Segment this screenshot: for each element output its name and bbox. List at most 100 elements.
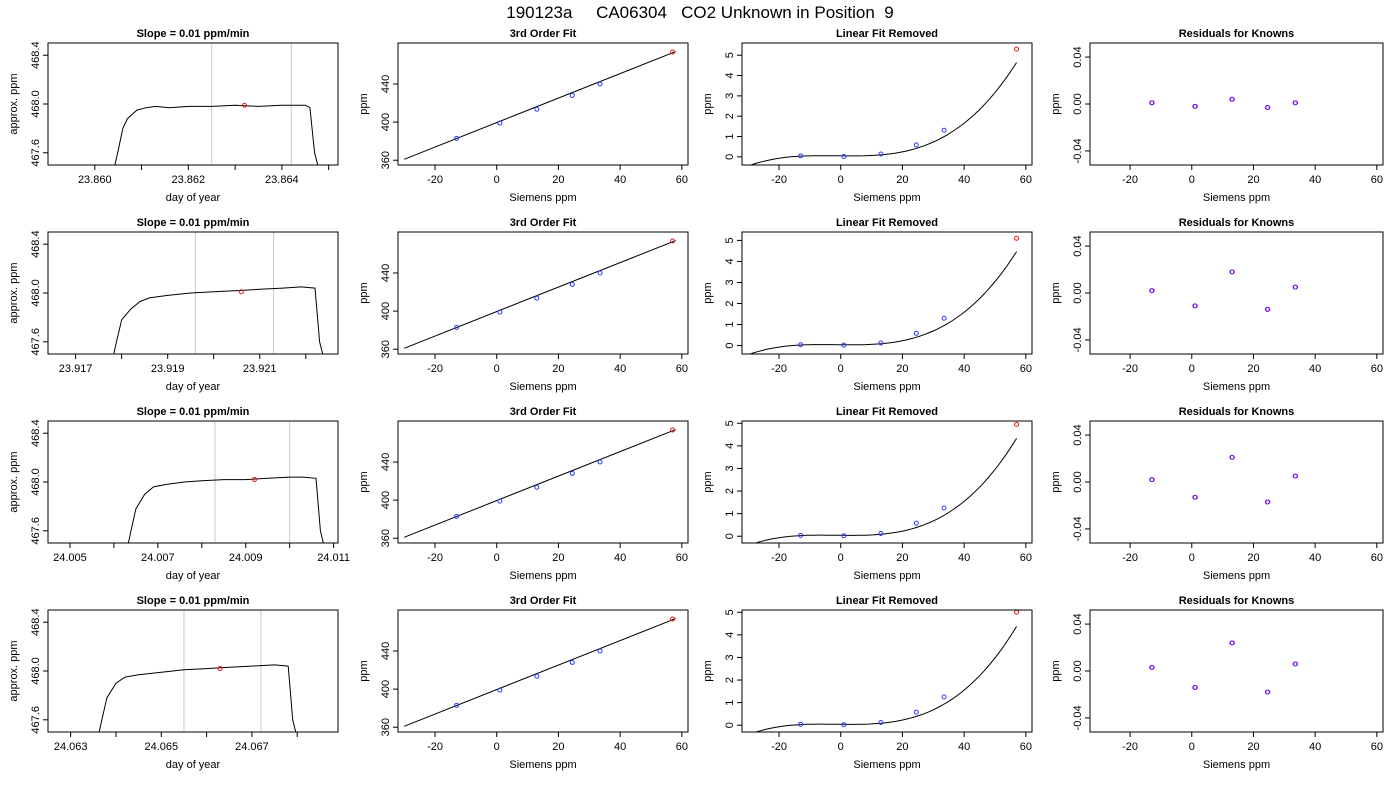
plot-area: Slope = 0.01 ppm/min 23.917 23.919 23.921 46… [8, 217, 339, 393]
chart-title: Slope = 0.01 ppm/min [137, 28, 250, 40]
data-point [597, 270, 603, 276]
y-axis-label: approx. ppm [8, 73, 20, 134]
x-tick-label: 60 [676, 552, 688, 564]
x-tick-label: 40 [1309, 363, 1321, 375]
x-axis-label: Siemens ppm [853, 192, 920, 204]
plot-area: 3rd Order Fit -20 0 20 40 60 360 400 440 Siemens … [358, 406, 689, 582]
data-point [913, 709, 919, 715]
x-tick-label: 40 [1309, 741, 1321, 753]
y-tick-label: 360 [380, 718, 392, 736]
chart-title: 3rd Order Fit [510, 28, 577, 40]
data-point [841, 342, 847, 348]
y-axis-label: ppm [358, 660, 370, 681]
fit-curve [749, 62, 1018, 165]
y-tick-label: 468.0 [30, 90, 42, 118]
plot-frame [741, 231, 1033, 355]
y-tick-label: -0.04 [1072, 327, 1084, 352]
plot-inner [403, 238, 676, 349]
y-tick-label: 4 [724, 72, 736, 78]
chart-svg: Residuals for Knowns -20 0 20 40 60 -0.04 0.00 0… [1050, 595, 1384, 771]
chart-svg: 3rd Order Fit -20 0 20 40 60 360 400 440 Siemens … [358, 217, 689, 393]
chart-svg: 3rd Order Fit -20 0 20 40 60 360 400 440 Siemens … [358, 406, 689, 582]
plot-area: 3rd Order Fit -20 0 20 40 60 360 400 440 Siemens … [358, 595, 689, 771]
y-tick-label: 440 [380, 453, 392, 471]
x-axis-label: day of year [166, 570, 221, 582]
plot-frame [741, 42, 1033, 166]
data-point [798, 153, 804, 159]
chart-svg: 3rd Order Fit -20 0 20 40 60 360 400 440 Siemens … [358, 28, 689, 204]
plot-frame [47, 420, 339, 544]
data-point-overlay [1193, 494, 1198, 500]
x-tick-label: 24.009 [229, 552, 263, 564]
y-tick-label: 440 [380, 75, 392, 93]
plot-inner [403, 616, 676, 727]
data-point-overlay [1193, 685, 1198, 690]
plot-inner [98, 610, 297, 732]
x-tick-label: -20 [1122, 741, 1138, 753]
x-tick-label: 0 [1189, 741, 1195, 753]
x-tick-label: 24.065 [144, 741, 178, 753]
plot-frame [47, 609, 339, 733]
x-axis-label: Siemens ppm [853, 381, 920, 393]
x-tick-label: 40 [958, 174, 970, 186]
plot-frame [1089, 609, 1384, 733]
plot-inner [403, 427, 676, 538]
x-tick-label: 20 [552, 174, 564, 186]
y-tick-label: 468.4 [30, 230, 42, 258]
y-tick-label: 4 [724, 258, 736, 264]
x-tick-label: 20 [1247, 741, 1259, 753]
y-tick-label: 0.04 [1072, 613, 1084, 634]
unknown-point [1014, 46, 1020, 52]
x-tick-label: 20 [552, 741, 564, 753]
y-axis-label: ppm [702, 660, 714, 681]
chart-svg: Residuals for Knowns -20 0 20 40 60 -0.04 0.00 0… [1050, 28, 1384, 204]
x-tick-label: 60 [1020, 174, 1032, 186]
data-point [841, 722, 847, 728]
y-axis-label: approx. ppm [8, 640, 20, 701]
x-tick-label: 20 [896, 552, 908, 564]
plot-frame [47, 42, 339, 166]
fit-line [403, 618, 676, 727]
x-tick-label: 23.864 [265, 174, 299, 186]
y-tick-label: 400 [380, 491, 392, 509]
data-point [841, 153, 847, 159]
y-axis-label: ppm [702, 93, 714, 114]
plot-inner [1149, 269, 1299, 312]
y-tick-label: 0 [724, 154, 736, 160]
y-tick-label: 0.00 [1072, 93, 1084, 114]
plot-frame [397, 42, 689, 166]
plot-inner [1149, 96, 1299, 111]
fit-curve [754, 438, 1018, 543]
data-point-overlay [1193, 103, 1198, 109]
plot-inner [113, 232, 324, 354]
y-tick-label: 5 [724, 420, 736, 426]
chart-title: Linear Fit Removed [836, 28, 938, 40]
chart-svg: Slope = 0.01 ppm/min 23.860 23.862 23.864 46… [8, 28, 339, 204]
x-tick-label: -20 [427, 174, 443, 186]
data-point-overlay [1149, 100, 1155, 106]
y-tick-label: -0.04 [1072, 516, 1084, 541]
y-tick-label: 3 [724, 279, 736, 285]
x-tick-label: 0 [494, 741, 500, 753]
plot-frame [397, 231, 689, 355]
x-tick-label: 60 [1371, 741, 1383, 753]
data-point [569, 659, 575, 665]
marker-point [238, 289, 244, 295]
data-point [454, 513, 460, 519]
y-tick-label: 440 [380, 264, 392, 282]
y-axis-label: approx. ppm [8, 262, 20, 323]
data-point [497, 309, 503, 315]
x-tick-label: 0 [494, 174, 500, 186]
y-axis-label: ppm [1050, 93, 1062, 114]
chart-svg: Slope = 0.01 ppm/min 24.005 24.007 24.009 24… [8, 406, 350, 582]
x-tick-label: 0 [494, 552, 500, 564]
chart-title: Linear Fit Removed [836, 595, 938, 607]
plot-inner [1149, 454, 1299, 505]
x-axis-label: Siemens ppm [509, 570, 576, 582]
data-point [841, 533, 847, 539]
data-point [497, 498, 503, 504]
y-tick-label: 467.6 [30, 328, 42, 356]
plot-inner [114, 43, 319, 165]
y-axis-label: ppm [1050, 660, 1062, 681]
data-point-overlay [1293, 284, 1299, 290]
